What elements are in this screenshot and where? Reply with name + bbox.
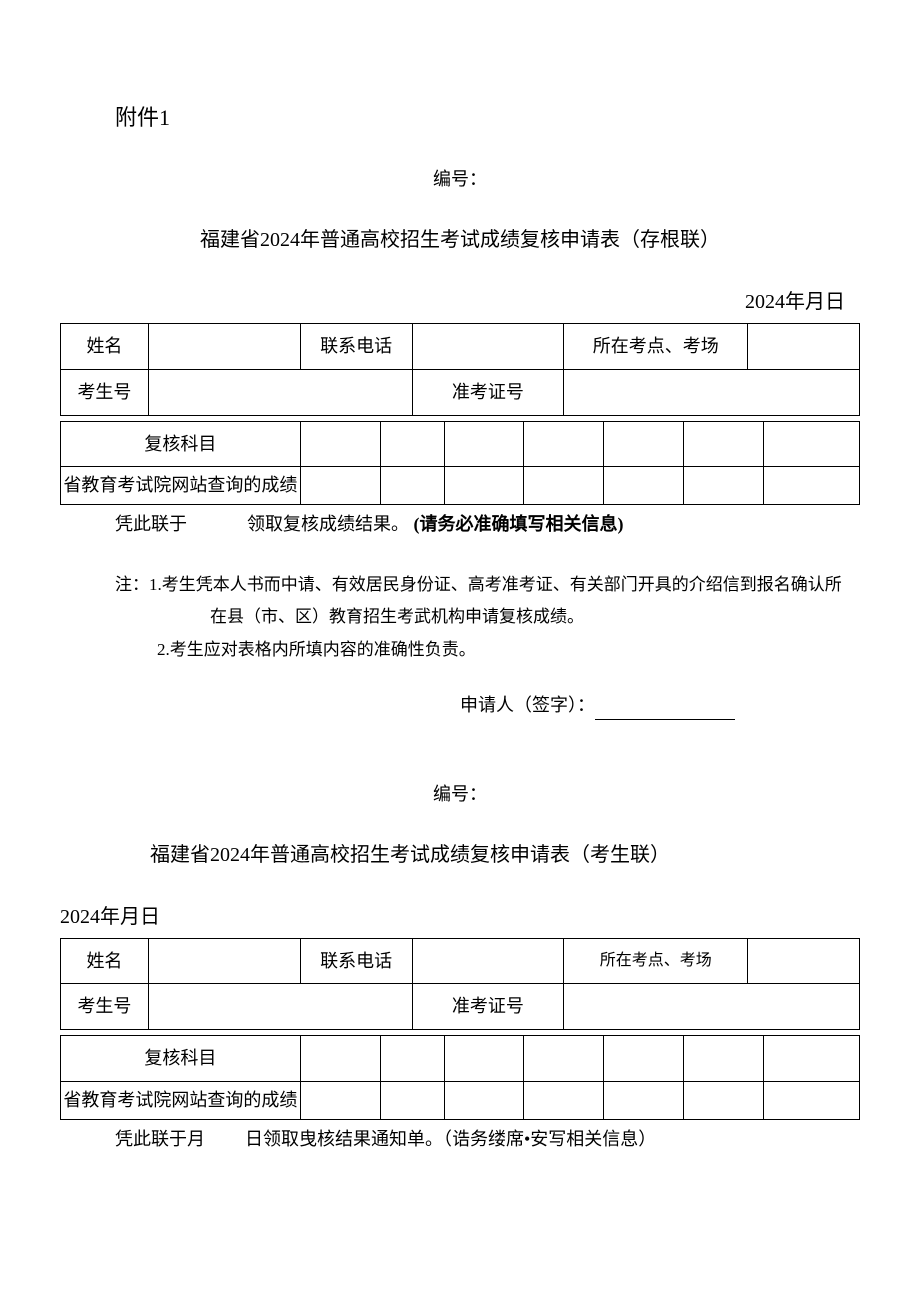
- subject-cell: [300, 421, 380, 467]
- form-title-2: 福建省2024年普通高校招生考试成绩复核申请表（考生联）: [60, 839, 860, 871]
- phone-label: 联系电话: [300, 938, 412, 984]
- admission-no-label: 准考证号: [412, 369, 564, 415]
- subject-cell: [444, 1036, 524, 1082]
- table-row: 考生号 准考证号: [61, 984, 860, 1030]
- table-row: 考生号 准考证号: [61, 369, 860, 415]
- subject-cell: [380, 1036, 444, 1082]
- subject-cell: [300, 1036, 380, 1082]
- note-prefix: 注：: [115, 575, 149, 594]
- subject-cell: [444, 421, 524, 467]
- note-line-1b: 在县（市、区）教育招生考武机构申请复核成绩。: [115, 601, 860, 633]
- score-cell: [380, 467, 444, 505]
- serial-number-label-1: 编号：: [60, 165, 860, 194]
- table-row: 省教育考试院网站查询的成绩: [61, 467, 860, 505]
- signature-line: 申请人（签字）：: [60, 691, 860, 720]
- serial-number-label-2: 编号：: [60, 780, 860, 809]
- score-cell: [764, 1082, 860, 1120]
- note-line-2: 2.考生应对表格内所填内容的准确性负责。: [115, 634, 860, 666]
- note-line-1a: 注：1.考生凭本人书而中请、有效居民身份证、高考准考证、有关部门开具的介绍信到报…: [115, 569, 860, 601]
- attachment-label: 附件1: [60, 100, 860, 135]
- form-table-2b: 复核科目 省教育考试院网站查询的成绩: [60, 1035, 860, 1120]
- phone-label: 联系电话: [300, 323, 412, 369]
- instruction-2: 凭此联于月 日领取曳核结果通知单。（诰务缕席•安写相关信息）: [60, 1125, 860, 1154]
- score-cell: [444, 467, 524, 505]
- subject-cell: [684, 1036, 764, 1082]
- form-table-2: 姓名 联系电话 所在考点、考场 考生号 准考证号: [60, 938, 860, 1031]
- subject-cell: [684, 421, 764, 467]
- location-value: [748, 938, 860, 984]
- form-table-1b: 复核科目 省教育考试院网站查询的成绩: [60, 421, 860, 506]
- subject-cell: [380, 421, 444, 467]
- instruction-prefix: 凭此联于: [115, 514, 187, 534]
- subject-cell: [764, 421, 860, 467]
- date-line-2: 2024年月日: [60, 901, 860, 933]
- form-title-1: 福建省2024年普通高校招生考试成绩复核申请表（存根联）: [60, 224, 860, 256]
- subject-cell: [604, 1036, 684, 1082]
- review-subject-label: 复核科目: [61, 421, 301, 467]
- form-table-1: 姓名 联系电话 所在考点、考场 考生号 准考证号: [60, 323, 860, 416]
- subject-cell: [764, 1036, 860, 1082]
- table-row: 复核科目: [61, 421, 860, 467]
- note1a: 1.考生凭本人书而中请、有效居民身份证、高考准考证、有关部门开具的介绍信到报名确…: [149, 575, 842, 594]
- phone-value: [412, 323, 564, 369]
- score-cell: [300, 1082, 380, 1120]
- table-row: 姓名 联系电话 所在考点、考场: [61, 938, 860, 984]
- score-cell: [764, 467, 860, 505]
- date-line-1: 2024年月日: [60, 286, 860, 318]
- phone-value: [412, 938, 564, 984]
- review-subject-label: 复核科目: [61, 1036, 301, 1082]
- instruction-mid-2: 日领取曳核结果通知单。（诰务缕席•安写相关信息）: [245, 1129, 656, 1149]
- signature-label: 申请人（签字）：: [460, 695, 595, 715]
- score-cell: [684, 1082, 764, 1120]
- subject-cell: [524, 421, 604, 467]
- subject-cell: [524, 1036, 604, 1082]
- admission-no-value: [564, 984, 860, 1030]
- location-label: 所在考点、考场: [564, 323, 748, 369]
- instruction-mid: 领取复核成绩结果。: [247, 514, 414, 534]
- name-label: 姓名: [61, 323, 149, 369]
- admission-no-label: 准考证号: [412, 984, 564, 1030]
- table-row: 姓名 联系电话 所在考点、考场: [61, 323, 860, 369]
- score-label: 省教育考试院网站查询的成绩: [61, 1082, 301, 1120]
- score-cell: [380, 1082, 444, 1120]
- score-cell: [604, 1082, 684, 1120]
- score-cell: [524, 467, 604, 505]
- name-value: [148, 938, 300, 984]
- score-cell: [684, 467, 764, 505]
- candidate-no-value: [148, 984, 412, 1030]
- instruction-1: 凭此联于 领取复核成绩结果。 (请务必准确填写相关信息): [60, 510, 860, 539]
- score-label: 省教育考试院网站查询的成绩: [61, 467, 301, 505]
- name-value: [148, 323, 300, 369]
- location-label: 所在考点、考场: [564, 938, 748, 984]
- candidate-no-label: 考生号: [61, 369, 149, 415]
- location-value: [748, 323, 860, 369]
- score-cell: [444, 1082, 524, 1120]
- notes-block: 注：1.考生凭本人书而中请、有效居民身份证、高考准考证、有关部门开具的介绍信到报…: [60, 569, 860, 666]
- subject-cell: [604, 421, 684, 467]
- instruction-prefix-2: 凭此联于月: [115, 1129, 205, 1149]
- signature-underline: [595, 719, 735, 720]
- instruction-bold: (请务必准确填写相关信息): [414, 514, 624, 534]
- name-label: 姓名: [61, 938, 149, 984]
- score-cell: [524, 1082, 604, 1120]
- candidate-no-label: 考生号: [61, 984, 149, 1030]
- admission-no-value: [564, 369, 860, 415]
- score-cell: [604, 467, 684, 505]
- score-cell: [300, 467, 380, 505]
- table-row: 复核科目: [61, 1036, 860, 1082]
- table-row: 省教育考试院网站查询的成绩: [61, 1082, 860, 1120]
- candidate-no-value: [148, 369, 412, 415]
